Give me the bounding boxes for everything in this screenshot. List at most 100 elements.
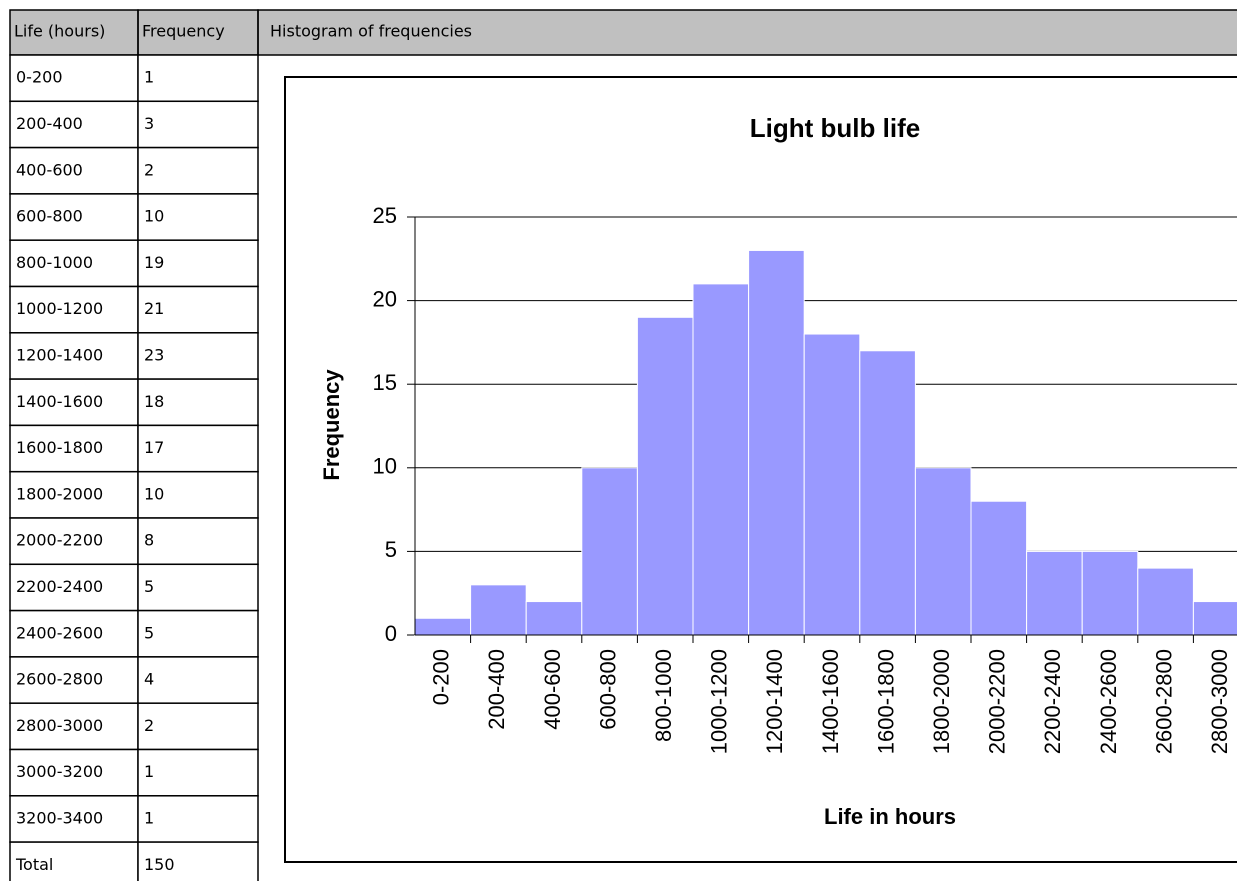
cell-text: 5 [144,577,154,596]
cell [9,146,139,195]
cell [137,100,259,149]
cell-text: 200-400 [16,114,83,133]
cell [137,470,259,519]
x-tick-label: 400-600 [540,649,565,730]
cell-text: 150 [144,855,175,874]
header-cell [257,9,1237,56]
y-axis-label: Frequency [319,369,344,481]
bar [748,249,805,636]
cell [137,795,259,843]
cell [137,239,259,288]
header-text: Life (hours) [14,22,105,41]
cell-text: 4 [144,670,154,689]
cell-text: 10 [144,484,164,503]
cell [9,609,139,658]
cell-text: 1 [144,762,154,781]
bar [1081,550,1139,636]
cell-text: 1 [144,808,154,827]
cell-text: 17 [144,438,164,457]
cell-text: 2400-2600 [16,623,103,642]
cell [137,332,259,380]
cell-text: 400-600 [16,160,83,179]
cell-text: 600-800 [16,207,83,226]
cell-text: 1 [144,68,154,87]
cell-text: 10 [144,207,164,226]
bar [970,500,1028,636]
bar [470,584,527,636]
cell-text: 18 [144,392,164,411]
bar [803,333,861,636]
cell [9,470,139,519]
cell [137,378,259,427]
bar [1192,601,1237,636]
cell-text: 2200-2400 [16,577,103,596]
cell-text: 2600-2800 [16,670,103,689]
x-tick-label: 800-1000 [651,649,676,742]
y-tick-label: 10 [373,454,397,479]
cell-text: 1600-1800 [16,438,103,457]
cell [9,795,139,843]
x-tick-label: 1000-1200 [707,649,732,754]
cell-text: 5 [144,623,154,642]
x-tick-label: 1600-1800 [873,649,898,754]
cell [137,748,259,797]
panel-header: Histogram of frequencies [270,22,472,41]
cell-text: 0-200 [16,68,63,87]
cell-text: 1000-1200 [16,299,103,318]
x-tick-label: 600-800 [595,649,620,730]
bar [692,283,750,636]
x-tick-label: 1200-1400 [762,649,787,754]
cell [137,285,259,334]
cell-text: 8 [144,531,154,550]
cell [137,517,259,566]
cell-text: 800-1000 [16,253,93,272]
bar [1137,567,1194,636]
cell-text: 2 [144,716,154,735]
cell [137,424,259,473]
y-tick-label: 15 [373,370,397,395]
bar [581,467,638,636]
cell [137,656,259,704]
cell [137,702,259,751]
cell [9,748,139,797]
cell-text: 1200-1400 [16,345,103,364]
bar [914,467,972,636]
bar [414,617,472,636]
cell-text: 23 [144,345,164,364]
cell-text: Total [15,855,53,874]
header-row [10,10,1237,55]
cell-text: 19 [144,253,164,272]
bar [525,601,583,636]
x-tick-label: 2000-2200 [985,649,1010,754]
header-text: Frequency [142,22,225,41]
x-tick-label: 0-200 [429,649,454,705]
bar [1026,550,1083,636]
cell [137,193,259,241]
y-tick-label: 25 [373,203,397,228]
y-tick-label: 5 [385,537,397,562]
bar [859,350,916,636]
cell [137,563,259,612]
x-axis-label: Life in hours [824,804,956,829]
cell-text: 2 [144,160,154,179]
chart-title: Light bulb life [750,113,920,143]
cell [9,517,139,566]
y-tick-label: 0 [385,621,397,646]
cell [137,841,259,881]
cell [9,54,139,103]
x-tick-label: 1400-1600 [818,649,843,754]
cell [9,424,139,473]
bar [636,316,694,636]
cell [137,146,259,195]
cell-text: 3000-3200 [16,762,103,781]
cell-text: 1400-1600 [16,392,103,411]
x-tick-label: 1800-2000 [929,649,954,754]
cell [137,609,259,658]
x-tick-label: 2800-3000 [1207,649,1232,754]
x-tick-label: 2600-2800 [1151,649,1176,754]
cell-text: 1800-2000 [16,484,103,503]
cell [9,563,139,612]
x-tick-label: 2200-2400 [1040,649,1065,754]
